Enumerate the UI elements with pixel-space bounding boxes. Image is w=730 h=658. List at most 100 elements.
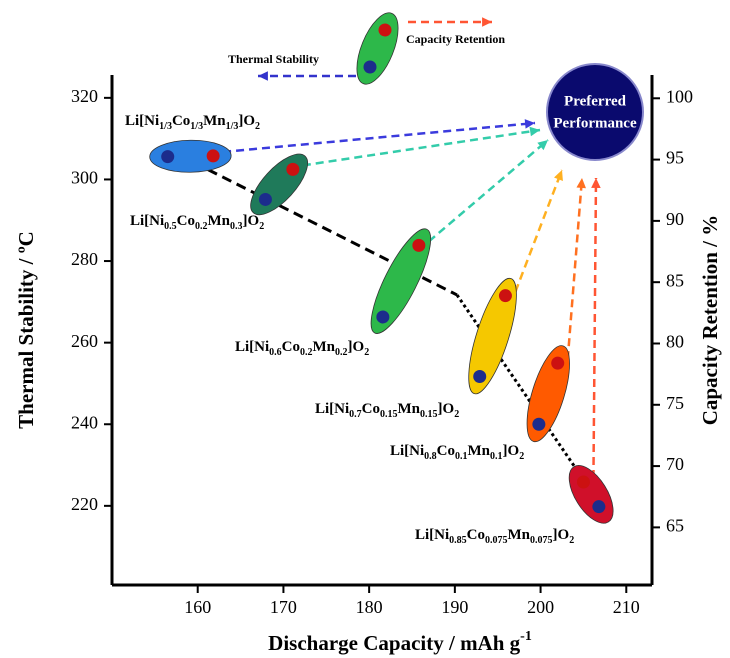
legend-capacity-arrow (408, 17, 492, 27)
y2-axis-label: Capacity Retention / % (698, 215, 722, 426)
x-tick-label: 190 (441, 597, 468, 617)
material-label-sub: 1/3 (226, 121, 239, 132)
material-label-text: Li[Ni (315, 401, 349, 417)
material-label-sub: 2 (519, 451, 524, 462)
y-tick-label: 240 (71, 412, 98, 432)
material-label-text: Mn (208, 213, 231, 229)
y2-tick-label: 65 (666, 516, 684, 536)
material-label-text: Li[Ni (415, 527, 449, 543)
material-label: Li[Ni0.8Co0.1Mn0.1]O2 (390, 443, 524, 462)
material-label-sub: 0.8 (424, 451, 437, 462)
material-label: Li[Ni0.7Co0.15Mn0.15]O2 (315, 401, 459, 420)
target-label: Performance (553, 115, 637, 131)
performance-arrow (429, 140, 548, 241)
material-label-sub: 0.6 (269, 347, 282, 358)
material-label-sub: 0.15 (380, 409, 398, 420)
y-tick-label: 220 (71, 494, 98, 514)
material-label-text: Co (282, 339, 300, 355)
target-circle (547, 64, 643, 160)
legend-thermal-dot (364, 61, 377, 74)
material-label-sub: 2 (569, 535, 574, 546)
material-label-sub: 0.1 (490, 451, 503, 462)
x-axis-label: Discharge Capacity / mAh g-1 (268, 629, 532, 655)
material-label-text: Co (467, 527, 485, 543)
x-axis-label-sup: -1 (520, 629, 532, 644)
y-tick-label: 320 (71, 86, 98, 106)
material-label-sub: 2 (454, 409, 459, 420)
capacity-point (286, 163, 299, 176)
chart: 1601701801902002102202402602803003206570… (0, 0, 730, 658)
material-label-text: Mn (468, 443, 491, 459)
material-label-text: Mn (313, 339, 336, 355)
performance-arrow (223, 119, 535, 152)
x-tick-label: 210 (613, 597, 640, 617)
material-ellipse (241, 145, 316, 223)
material-label-sub: 0.15 (420, 409, 438, 420)
material-label-sub: 1/3 (190, 121, 203, 132)
material-ellipse (518, 341, 578, 446)
material-label: Li[Ni0.5Co0.2Mn0.3]O2 (130, 213, 264, 232)
material-label-sub: 0.1 (455, 451, 468, 462)
performance-arrow-head (591, 178, 601, 188)
thermal-point (376, 310, 389, 323)
material-label-text: Li[Ni (130, 213, 164, 229)
material-label-sub: 0.85 (449, 535, 467, 546)
performance-arrow-line (515, 170, 562, 292)
material-label: Li[Ni1/3Co1/3Mn1/3]O2 (125, 113, 260, 132)
capacity-point (551, 357, 564, 370)
material-label: Li[Ni0.85Co0.075Mn0.075]O2 (415, 527, 574, 546)
legend-label: Capacity Retention (406, 32, 505, 46)
material-label-text: Co (172, 113, 190, 129)
material-label-sub: 2 (364, 347, 369, 358)
material-label-text: ]O (238, 113, 255, 129)
material-label-sub: 1/3 (159, 121, 172, 132)
material-label-sub: 0.3 (230, 221, 243, 232)
thermal-point (592, 500, 605, 513)
performance-arrow-line (429, 140, 548, 241)
y-tick-label: 300 (71, 168, 98, 188)
material-label-text: ]O (348, 339, 365, 355)
material-label-text: Mn (398, 401, 421, 417)
performance-arrow-line (593, 178, 596, 478)
y-tick-label: 260 (71, 331, 98, 351)
x-tick-label: 180 (356, 597, 383, 617)
legend-thermal-arrow-head (258, 71, 268, 81)
y2-tick-label: 90 (666, 209, 684, 229)
material-label-text: ]O (243, 213, 260, 229)
material-label-text: Li[Ni (235, 339, 269, 355)
performance-arrow-line (568, 178, 582, 359)
legend-ellipse (348, 7, 406, 89)
y2-tick-label: 95 (666, 148, 684, 168)
material-label-sub: 0.2 (335, 347, 348, 358)
material-label-text: Co (177, 213, 195, 229)
material-label-text: ]O (438, 401, 455, 417)
legend-thermal-arrow (258, 71, 356, 81)
x-tick-label: 160 (184, 597, 211, 617)
x-tick-label: 200 (527, 597, 554, 617)
material-label-sub: 2 (255, 121, 260, 132)
material-ellipse (560, 458, 622, 530)
capacity-point (207, 149, 220, 162)
material-label-text: Li[Ni (390, 443, 424, 459)
material-label-text: Mn (508, 527, 531, 543)
y2-tick-label: 100 (666, 86, 693, 106)
material-label-text: ]O (503, 443, 520, 459)
y2-tick-label: 70 (666, 454, 684, 474)
y-tick-label: 280 (71, 249, 98, 269)
y-axis-label: Thermal Stability / ºC (14, 231, 38, 429)
performance-arrow (568, 178, 586, 359)
material-label-text: Mn (203, 113, 226, 129)
material-label-sub: 2 (259, 221, 264, 232)
target-label: Preferred (564, 93, 627, 109)
material-label-sub: 0.2 (195, 221, 208, 232)
legend-capacity-arrow-head (482, 17, 492, 27)
x-axis-label-main: Discharge Capacity / mAh g (268, 631, 520, 655)
material-label: Li[Ni0.6Co0.2Mn0.2]O2 (235, 339, 369, 358)
material-label-text: ]O (553, 527, 570, 543)
material-label-sub: 0.5 (164, 221, 177, 232)
capacity-point (412, 239, 425, 252)
material-label-text: Co (362, 401, 380, 417)
y2-tick-label: 75 (666, 393, 684, 413)
material-label-sub: 0.075 (530, 535, 553, 546)
material-label-text: Co (437, 443, 455, 459)
